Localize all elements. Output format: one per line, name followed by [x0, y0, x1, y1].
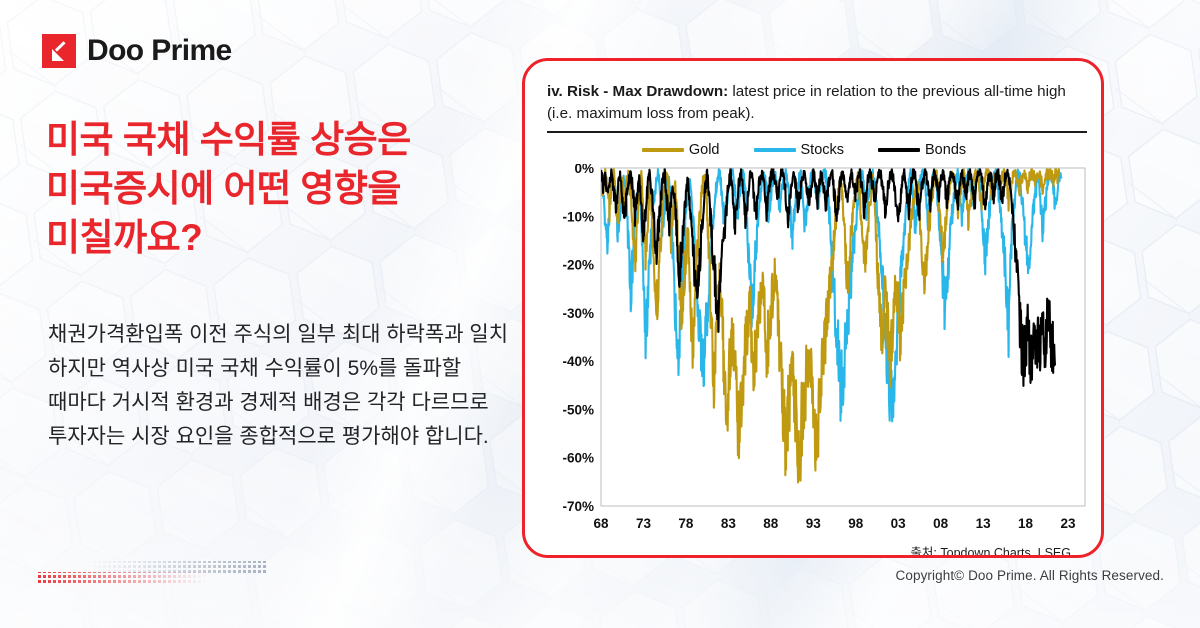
y-tick-label: -30%	[562, 306, 594, 321]
brand-logo[interactable]: Doo Prime	[42, 34, 232, 68]
chart-title-rest: latest price in relation to the previous…	[547, 83, 1066, 122]
chart-title-bold: iv. Risk - Max Drawdown:	[547, 83, 729, 100]
legend-label-stocks: Stocks	[800, 142, 845, 159]
chart-card: iv. Risk - Max Drawdown: latest price in…	[522, 58, 1104, 558]
drawdown-chart: 0% -10% -20% -30% -40% -50% -60% -70% 68 73 78 83 88…	[562, 164, 1086, 531]
legend-item-gold[interactable]: Gold	[641, 142, 720, 159]
x-tick-label: 18	[1018, 516, 1034, 531]
legend-swatch-bonds	[878, 148, 921, 153]
brand-name: Doo Prime	[87, 34, 232, 67]
body-paragraph: 채권가격환입폭 이전 주식의 일부 최대 하락폭과 일치 하지만 역사상 미국 …	[48, 323, 509, 449]
y-tick-label: -20%	[562, 258, 594, 273]
copyright-text: Copyright© Doo Prime. All Rights Reserve…	[895, 568, 1164, 583]
legend-swatch-gold	[641, 148, 684, 153]
x-tick-label: 98	[848, 516, 864, 531]
halftone-decoration	[38, 561, 268, 584]
chart-source: 출처: Topdown Charts, LSEG	[910, 546, 1071, 558]
x-tick-label: 68	[593, 516, 609, 531]
x-tick-label: 83	[721, 516, 737, 531]
legend-label-bonds: Bonds	[925, 142, 967, 159]
legend-label-gold: Gold	[688, 142, 720, 159]
x-tick-label: 23	[1061, 516, 1077, 531]
page-title: 미국 국채 수익률 상승은 미국증시에 어떤 영향을 미칠까요?	[46, 119, 411, 258]
x-tick-label: 93	[806, 516, 822, 531]
y-tick-label: -50%	[562, 403, 594, 418]
x-tick-label: 13	[976, 516, 992, 531]
chart-legend: Gold Stocks Bonds	[547, 142, 1087, 158]
flag-glyph	[52, 41, 66, 61]
x-tick-label: 08	[933, 516, 949, 531]
plot-area: 0% -10% -20% -30% -40% -50% -60% -70% 68 73 78 83 88…	[547, 164, 1087, 536]
y-tick-label: -10%	[562, 209, 594, 224]
doo-prime-flag-logo-icon	[42, 34, 76, 68]
x-tick-label: 73	[636, 516, 652, 531]
legend-item-stocks[interactable]: Stocks	[753, 142, 845, 159]
y-tick-label: -70%	[562, 499, 594, 514]
title-divider	[547, 131, 1087, 134]
series-line-stocks	[601, 168, 1063, 423]
y-tick-label: 0%	[574, 164, 594, 176]
y-tick-label: -60%	[562, 451, 594, 466]
x-tick-label: 78	[678, 516, 694, 531]
legend-swatch-stocks	[753, 148, 796, 153]
legend-item-bonds[interactable]: Bonds	[878, 142, 966, 158]
y-tick-label: -40%	[562, 354, 594, 369]
series-line-bonds	[601, 168, 1056, 388]
x-tick-label: 88	[763, 516, 779, 531]
x-tick-label: 03	[891, 516, 907, 531]
chart-title: iv. Risk - Max Drawdown: latest price in…	[547, 81, 1087, 124]
